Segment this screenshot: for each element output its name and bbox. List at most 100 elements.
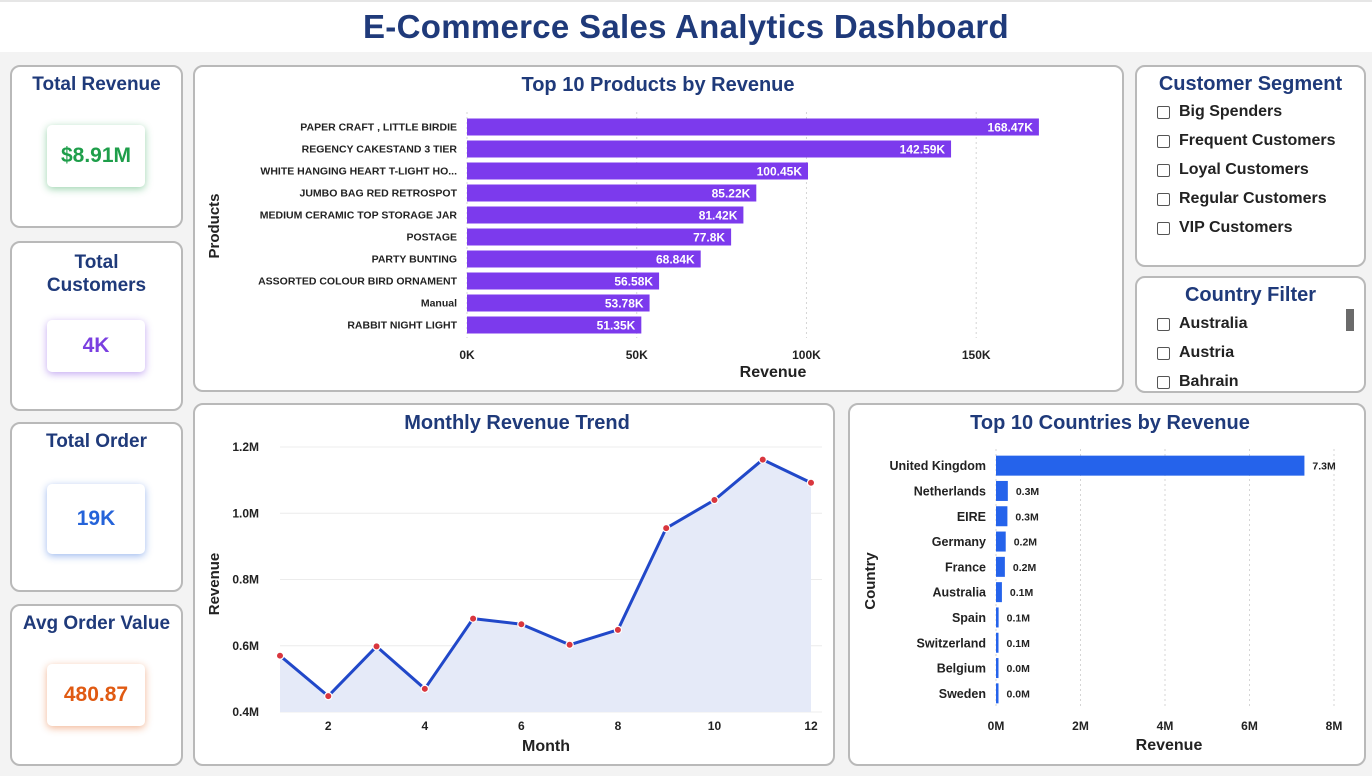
kpi-title: Total Order [46,431,147,452]
data-label: 56.58K [614,275,653,289]
segment-option[interactable]: Regular Customers [1157,190,1327,208]
bar [996,506,1008,527]
y-tick-label: WHITE HANGING HEART T-LIGHT HO... [260,166,457,178]
bar [467,118,1039,136]
checkbox-icon[interactable] [1157,317,1170,331]
bar [996,531,1006,552]
data-label: 0.0M [1007,663,1031,675]
country-option[interactable]: Australia [1157,315,1247,333]
bar [996,455,1305,476]
segment-option-label: VIP Customers [1179,219,1293,236]
x-tick-label: 4M [1157,719,1174,733]
y-tick-label: EIRE [957,510,986,524]
segment-option[interactable]: Frequent Customers [1157,132,1335,150]
data-point [468,614,478,623]
kpi-card-total-order: Total Order 19K [10,422,183,592]
series-line [279,458,812,698]
data-label: 7.3M [1312,461,1336,473]
bar [996,607,999,628]
kpi-card-avg-order-value: Avg Order Value 480.87 [10,604,183,766]
country-option-label: Austria [1179,344,1235,361]
y-tick-label: Germany [932,535,986,549]
checkbox-icon[interactable] [1157,105,1170,119]
x-tick-label: 2 [325,719,332,733]
kpi-value: $8.91M [60,144,132,167]
y-tick-label: POSTAGE [406,232,457,244]
checkbox-icon[interactable] [1157,221,1170,235]
x-tick-label: 4 [421,719,428,733]
checkbox-icon[interactable] [1157,163,1170,177]
x-axis-label: Revenue [1136,737,1203,754]
data-point [613,625,623,635]
x-tick-label: 12 [804,719,818,733]
country-option-label: Bahrain [1179,373,1239,390]
data-label: 0.3M [1015,511,1039,523]
bar [467,140,952,158]
kpi-card-total-customers: Total Customers 4K [10,241,183,411]
bar [467,184,757,202]
y-axis-label: Country [862,552,879,610]
bar [996,582,1002,603]
data-label: 0.2M [1014,537,1038,549]
y-tick-label: 0.4M [232,705,259,719]
x-tick-label: 8 [615,719,622,733]
data-point [806,478,816,487]
area-fill [280,459,811,712]
kpi-value: 4K [82,334,110,357]
x-tick-label: 10 [708,719,722,733]
data-label: 85.22K [712,187,751,201]
x-axis-label: Month [522,738,570,755]
country-option-label: Australia [1179,315,1248,332]
data-point [324,691,333,701]
data-label: 77.8K [693,231,725,245]
data-label: 0.2M [1013,562,1037,574]
y-tick-label: United Kingdom [889,459,986,473]
country-filter-scrollbar[interactable] [1346,309,1354,331]
data-point [372,642,381,651]
data-label: 0.1M [1010,587,1034,599]
y-tick-label: Switzerland [917,636,986,650]
segment-option-label: Frequent Customers [1179,132,1336,149]
data-label: 81.42K [699,209,738,223]
segment-option-label: Big Spenders [1179,103,1283,120]
bar [467,206,744,224]
y-tick-label: PAPER CRAFT , LITTLE BIRDIE [300,122,457,134]
kpi-title-line2: Customers [46,275,147,296]
checkbox-icon[interactable] [1157,192,1170,206]
data-point [661,523,671,533]
products-chart-card: Top 10 Products by Revenue 0K 50K 100K 150K P… [193,65,1124,392]
y-tick-label: ASSORTED COLOUR BIRD ORNAMENT [258,276,458,288]
data-point [420,684,430,694]
kpi-card-total-revenue: Total Revenue $8.91M [10,65,183,228]
monthly-revenue-line-chart: Monthly Revenue Trend 0.4M 0.6M 0.8M 1.0M 1.2… [206,412,822,755]
country-option[interactable]: Bahrain [1157,373,1239,391]
segment-option[interactable]: Big Spenders [1157,103,1282,121]
bar [996,480,1008,501]
segment-option[interactable]: VIP Customers [1157,219,1293,237]
x-tick-label: 8M [1326,719,1343,733]
bar [467,162,809,180]
kpi-title: Total Revenue [32,74,161,95]
data-label: 100.45K [757,165,803,179]
bar [467,272,660,290]
x-tick-label: 100K [792,348,821,362]
segment-option[interactable]: Loyal Customers [1157,161,1309,179]
customer-segment-title: Customer Segment [1158,73,1343,95]
kpi-value-box: 4K [47,320,145,372]
kpi-value-box: 480.87 [47,664,145,726]
y-tick-label: Spain [952,611,986,625]
bar [996,556,1005,577]
bar [467,250,701,268]
y-tick-label: Belgium [937,662,986,676]
y-tick-label: Australia [933,586,988,600]
checkbox-icon[interactable] [1157,346,1170,360]
checkbox-icon[interactable] [1157,134,1170,148]
y-tick-label: REGENCY CAKESTAND 3 TIER [302,144,458,156]
y-tick-label: PARTY BUNTING [372,254,457,266]
country-option[interactable]: Austria [1157,344,1234,362]
chart-title: Top 10 Products by Revenue [521,74,794,96]
checkbox-icon[interactable] [1157,375,1170,389]
y-axis-label: Revenue [206,553,223,616]
data-label: 68.84K [656,253,695,267]
customer-segment-slicer: Customer Segment Big Spenders Frequent Cu… [1135,65,1366,267]
